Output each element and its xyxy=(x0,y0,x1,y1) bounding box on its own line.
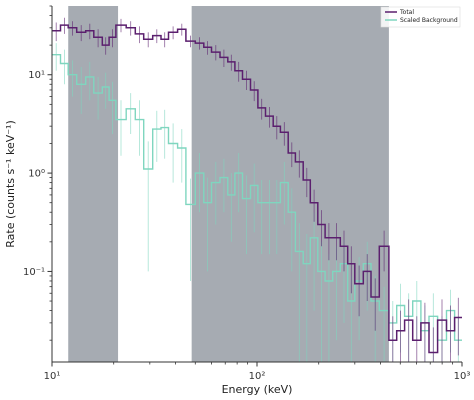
legend-label-total: Total xyxy=(399,9,414,16)
x-tick-label: 10¹ xyxy=(44,371,61,382)
legend-label-background: Scaled Background xyxy=(400,17,458,24)
series-total xyxy=(52,17,462,362)
y-tick-label: 10⁰ xyxy=(28,169,45,180)
shaded-region-2 xyxy=(191,6,389,362)
x-tick-label: 10³ xyxy=(454,371,471,382)
legend-box xyxy=(380,6,461,28)
x-axis-label: Energy (keV) xyxy=(222,383,293,396)
shaded-regions xyxy=(68,6,389,362)
y-tick-label: 10¹ xyxy=(28,70,45,81)
y-tick-label: 10⁻¹ xyxy=(23,267,45,278)
axes: 10¹ 10² 10³ 10⁻¹ 10⁰ 10¹ Energy (keV) Rate (cou… xyxy=(4,5,471,396)
total-step-line xyxy=(52,24,462,354)
shaded-region-1 xyxy=(68,6,119,362)
x-tick-label: 10² xyxy=(249,371,266,382)
series-layer xyxy=(52,17,462,362)
y-axis-label: Rate (counts s⁻¹ keV⁻¹) xyxy=(4,120,17,248)
